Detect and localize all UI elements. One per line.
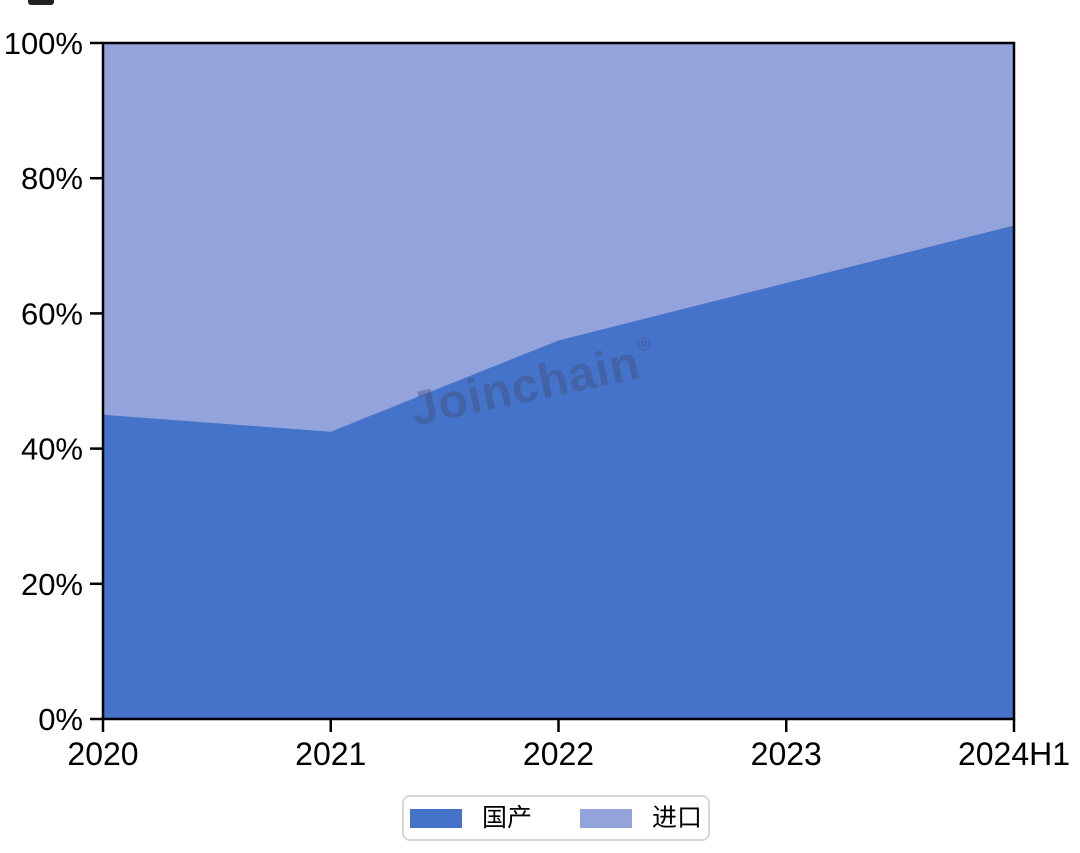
legend: 国产 进口 (402, 795, 710, 841)
y-axis-tick-label: 0% (38, 702, 83, 737)
area-series-domestic (103, 225, 1014, 719)
y-axis-tick-label: 60% (21, 296, 83, 331)
y-axis-tick-label: 20% (21, 567, 83, 602)
x-axis-tick-label: 2024H1 (958, 736, 1070, 772)
legend-swatch-imported (580, 808, 632, 828)
legend-item-domestic: 国产 (409, 803, 532, 832)
cropped-text-artifact (28, 0, 54, 5)
y-axis-tick-label: 40% (21, 432, 83, 467)
legend-label-imported: 进口 (652, 803, 703, 832)
x-axis-tick-label: 2021 (295, 736, 366, 772)
legend-swatch-domestic (409, 808, 462, 828)
y-axis-tick-label: 80% (21, 161, 83, 196)
x-axis-tick-label: 2023 (751, 736, 822, 772)
x-axis-tick-label: 2022 (523, 736, 594, 772)
legend-item-imported: 进口 (580, 803, 703, 832)
plot-frame (101, 41, 1016, 721)
x-axis-tick-label: 2020 (67, 736, 138, 772)
legend-label-domestic: 国产 (481, 803, 532, 832)
y-axis-tick-label: 100% (4, 26, 83, 61)
